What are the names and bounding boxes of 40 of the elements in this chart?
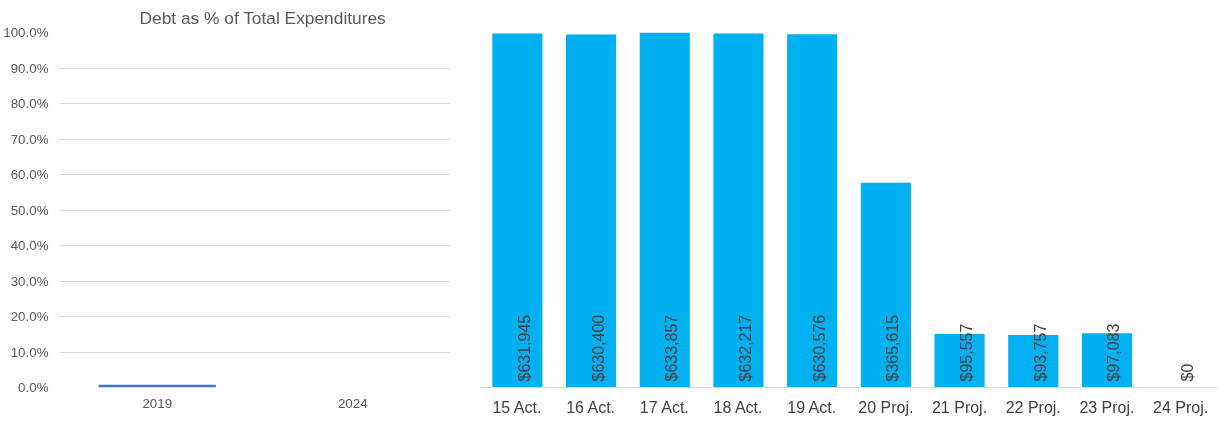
y-tick-label: 40.0% (10, 238, 49, 253)
y-tick-label: 20.0% (10, 309, 49, 324)
x-tick-label: 16 Act. (566, 398, 616, 416)
bar (639, 32, 690, 388)
data-label: $365,615 (884, 314, 902, 382)
bar (787, 34, 838, 388)
x-tick-label: 18 Act. (713, 398, 763, 416)
data-label: $633,857 (663, 314, 681, 382)
data-label: $95,557 (958, 323, 976, 382)
data-label: $631,945 (515, 314, 533, 382)
x-tick-label: 23 Proj. (1079, 398, 1135, 416)
x-tick-label: 20 Proj. (858, 398, 914, 416)
y-tick-label: 70.0% (10, 131, 49, 147)
x-tick-label: 24 Proj. (1153, 398, 1209, 416)
bar (565, 34, 617, 388)
x-tick-label: 19 Act. (787, 398, 837, 416)
data-label: $632,217 (736, 314, 754, 382)
x-tick-label: 22 Proj. (1005, 398, 1061, 416)
bar (713, 33, 764, 388)
y-tick-label: 30.0% (10, 273, 49, 289)
y-tick-label: 50.0% (10, 202, 49, 218)
chart-title: Debt as % of Total Expenditures (139, 7, 387, 28)
bar (492, 33, 543, 388)
y-tick-label: 60.0% (10, 167, 49, 182)
y-tick-label: 10.0% (10, 344, 49, 360)
y-tick-label: 80.0% (10, 96, 49, 111)
bar (860, 182, 911, 388)
data-label: $0 (1179, 363, 1197, 382)
x-tick-label: 15 Act. (492, 398, 542, 416)
data-label: $97,083 (1105, 323, 1123, 382)
y-tick-label: 100.0% (3, 25, 49, 40)
data-label: $630,576 (810, 314, 828, 382)
y-tick-label: 0.0% (18, 380, 49, 395)
x-tick-label: 2019 (142, 395, 173, 411)
y-tick-label: 90.0% (10, 60, 49, 76)
x-tick-label: 17 Act. (639, 398, 689, 416)
data-label: $93,757 (1031, 323, 1049, 382)
data-label: $630,400 (589, 314, 607, 382)
x-tick-label: 21 Proj. (931, 398, 988, 416)
x-tick-label: 2024 (337, 395, 369, 411)
